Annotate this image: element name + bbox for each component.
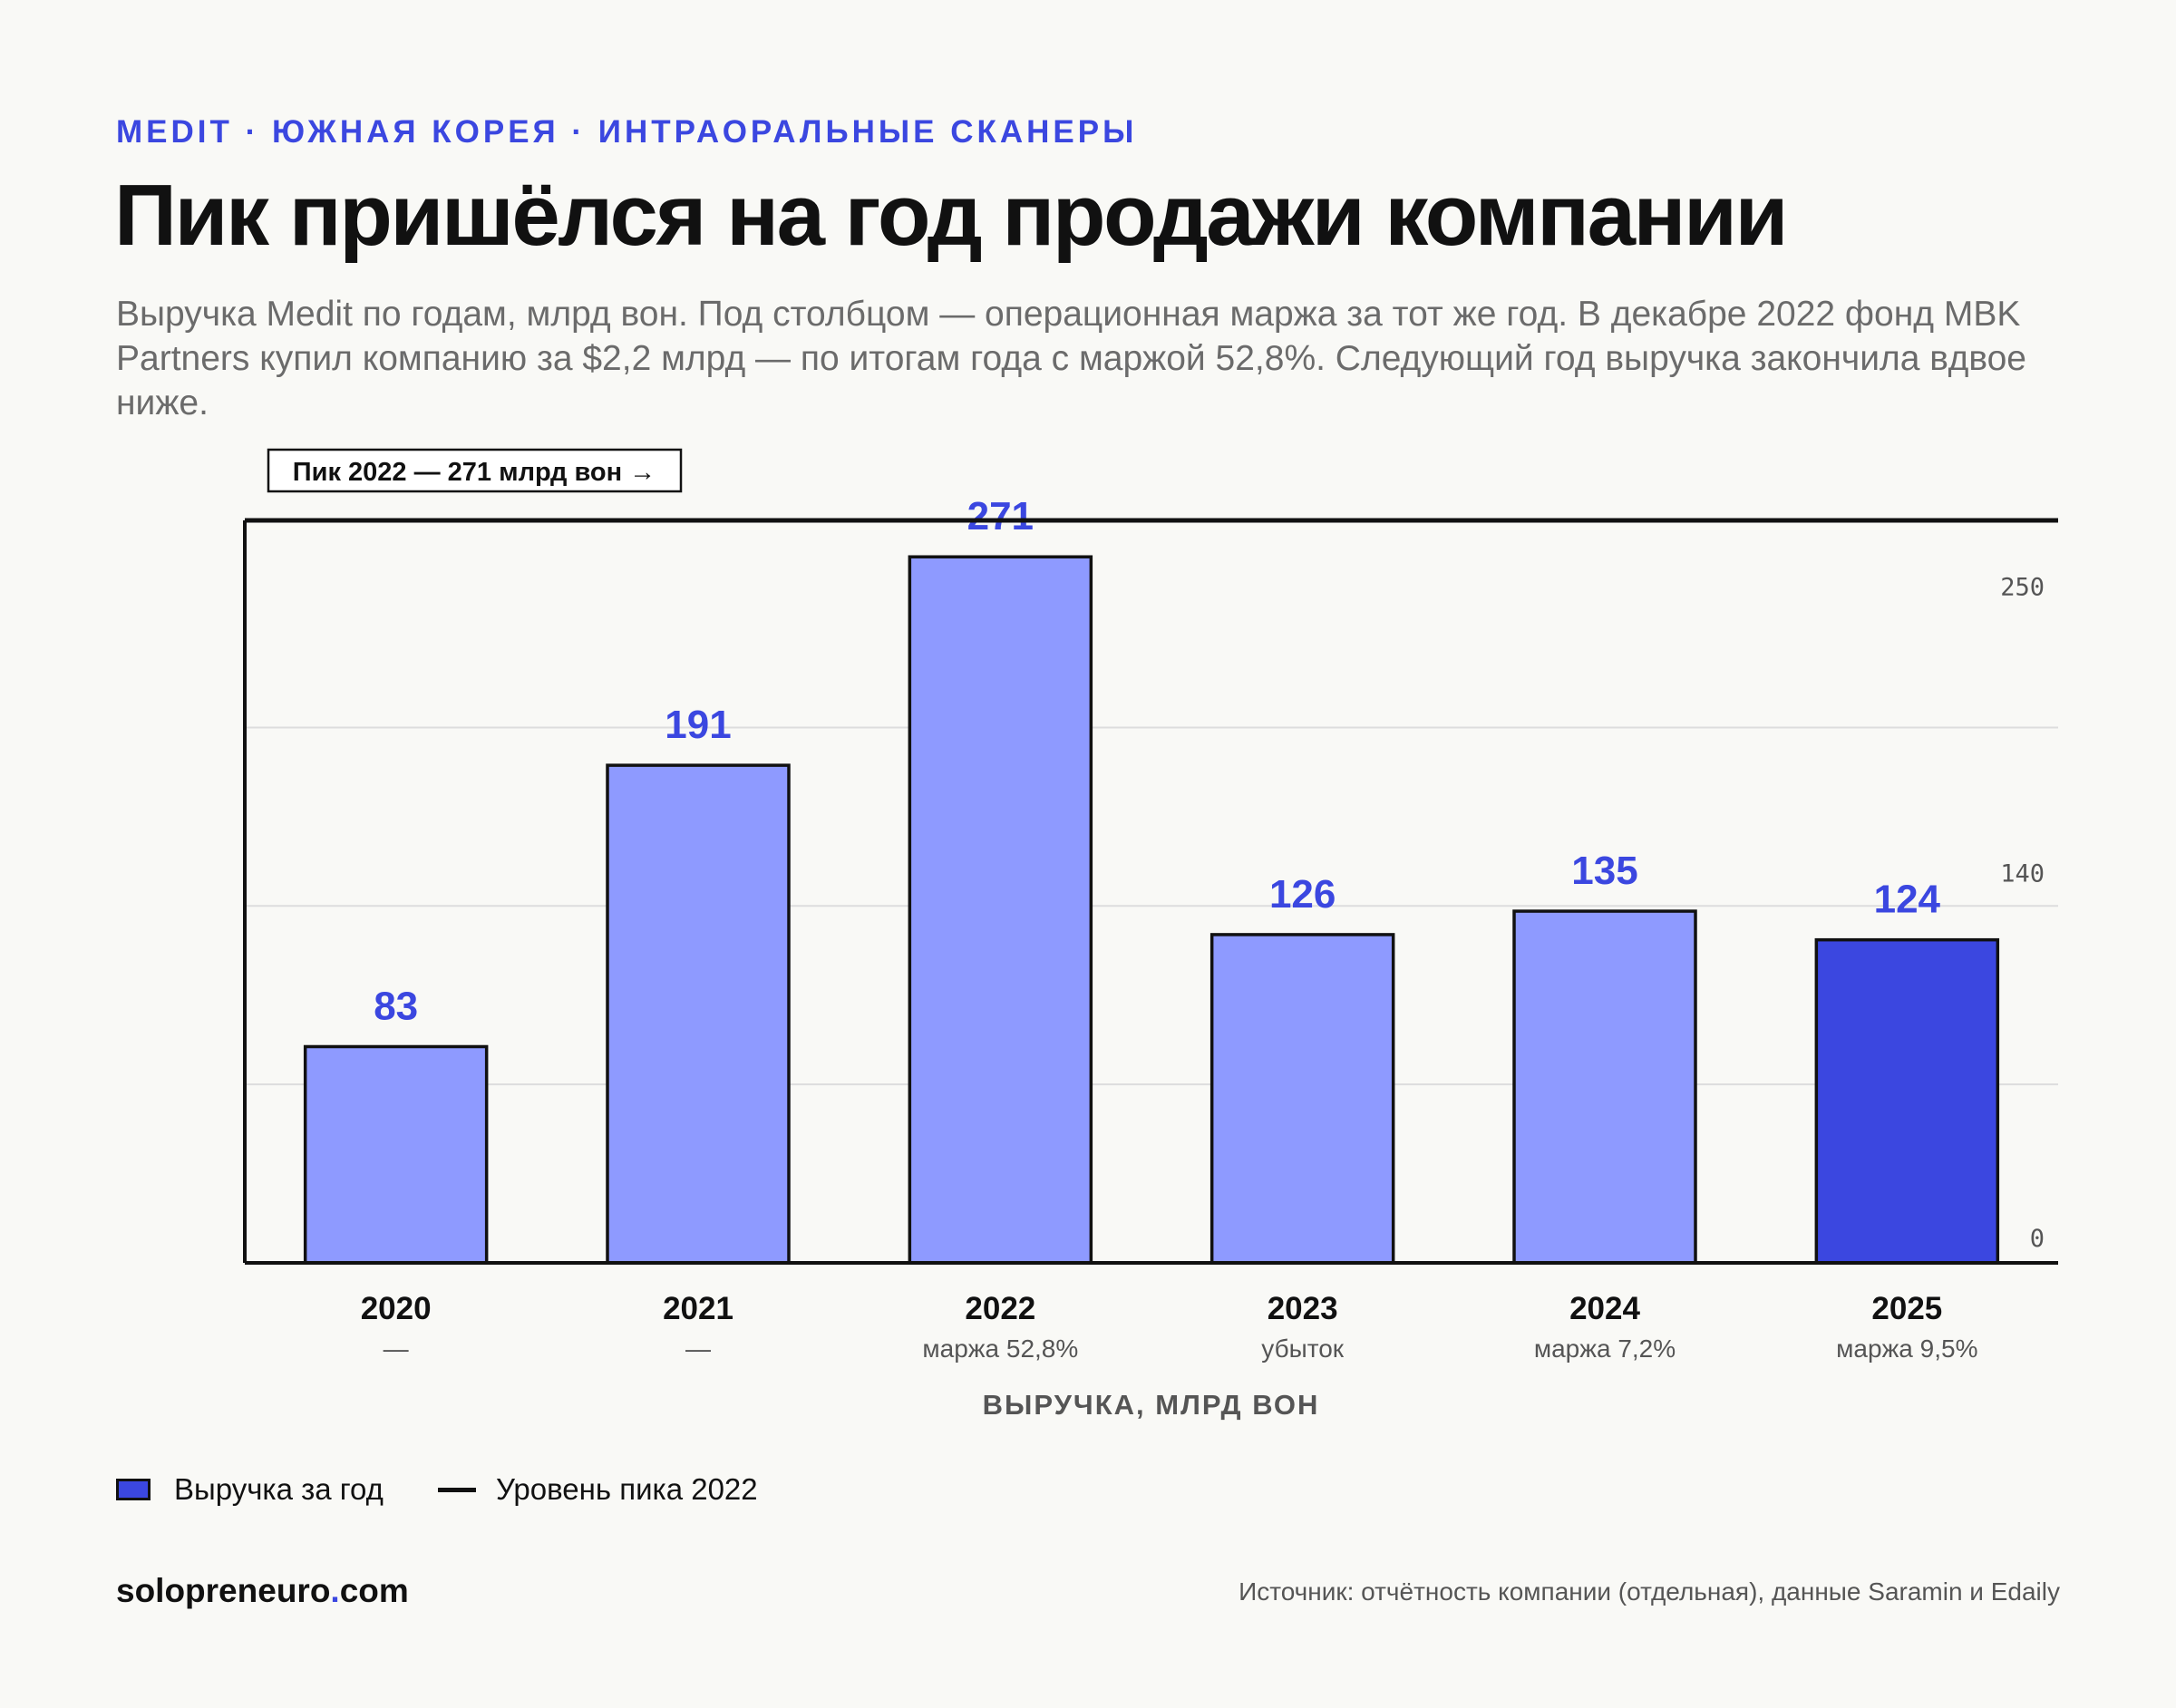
bar-2022 — [908, 555, 1093, 1265]
x-tick-labels: 2020 — 2021 — 2022 маржа 52,8% 2023 убыток 2024 м… — [361, 1291, 1978, 1363]
brand-dot: . — [330, 1572, 340, 1609]
legend-item-revenue: Выручка за год — [116, 1472, 384, 1507]
value-label-2021: 191 — [665, 703, 731, 747]
x-tick-label-2023: 2023 — [1268, 1291, 1338, 1326]
chart-title: Пик пришёлся на год продажи компании — [114, 167, 1788, 264]
peak-reference-label: Пик 2022 — 271 млрд вон → — [293, 458, 656, 487]
peak-reference-box — [267, 448, 683, 493]
x-tick-label-2021: 2021 — [663, 1291, 733, 1326]
gridlines — [245, 726, 2058, 1086]
bar-2020 — [303, 1044, 489, 1265]
chart-kicker: MEDIT · ЮЖНАЯ КОРЕЯ · ИНТРАОРАЛЬНЫЕ СКАН… — [116, 114, 1138, 150]
margin-label-2024: маржа 7,2% — [1534, 1334, 1676, 1363]
brand-logo: solopreneuro.com — [116, 1572, 409, 1610]
bar-2024 — [1512, 909, 1697, 1265]
value-labels: 83 191 271 126 135 124 — [374, 494, 1940, 1028]
x-tick-label-2022: 2022 — [965, 1291, 1035, 1326]
margin-label-2025: маржа 9,5% — [1836, 1334, 1977, 1363]
legend-item-peak: Уровень пика 2022 — [437, 1472, 758, 1507]
legend-line-peak — [437, 1487, 476, 1492]
y-tick-label-250: 250 — [2000, 574, 2045, 602]
value-label-2025: 124 — [1874, 878, 1941, 922]
legend-label-peak: Уровень пика 2022 — [495, 1472, 758, 1506]
source-note: Источник: отчётность компании (отдельная… — [1239, 1577, 2060, 1606]
bar-2021 — [606, 763, 791, 1265]
brand-tld: com — [339, 1572, 409, 1609]
x-tick-label-2025: 2025 — [1871, 1291, 1942, 1326]
x-axis-title: ВЫРУЧКА, МЛРД ВОН — [982, 1389, 1320, 1421]
axes — [243, 520, 2058, 1265]
legend: Выручка за год Уровень пика 2022 — [116, 1472, 812, 1507]
value-label-2020: 83 — [374, 984, 418, 1028]
margin-label-2023: убыток — [1261, 1334, 1345, 1363]
y-tick-label-140: 140 — [2000, 860, 2045, 888]
x-tick-label-2024: 2024 — [1569, 1291, 1640, 1326]
y-tick-label-0: 0 — [2030, 1225, 2045, 1253]
bar-2025 — [1814, 937, 2000, 1265]
margin-label-2021: — — [685, 1334, 711, 1363]
bar-2023 — [1209, 933, 1395, 1265]
bars — [303, 555, 2000, 1265]
legend-label-revenue: Выручка за год — [174, 1472, 384, 1506]
y-tick-labels: 0 140 250 — [2000, 574, 2045, 1253]
value-label-2022: 271 — [967, 494, 1034, 539]
margin-label-2022: маржа 52,8% — [922, 1334, 1078, 1363]
peak-reference: Пик 2022 — 271 млрд вон → — [245, 448, 2058, 523]
margin-label-2020: — — [384, 1334, 409, 1363]
brand-name: solopreneuro — [116, 1572, 331, 1609]
value-label-2024: 135 — [1571, 849, 1637, 893]
x-tick-label-2020: 2020 — [361, 1291, 432, 1326]
legend-swatch-revenue — [116, 1479, 151, 1500]
chart-subtitle: Выручка Medit по годам, млрд вон. Под ст… — [116, 295, 2026, 422]
value-label-2023: 126 — [1269, 872, 1336, 917]
